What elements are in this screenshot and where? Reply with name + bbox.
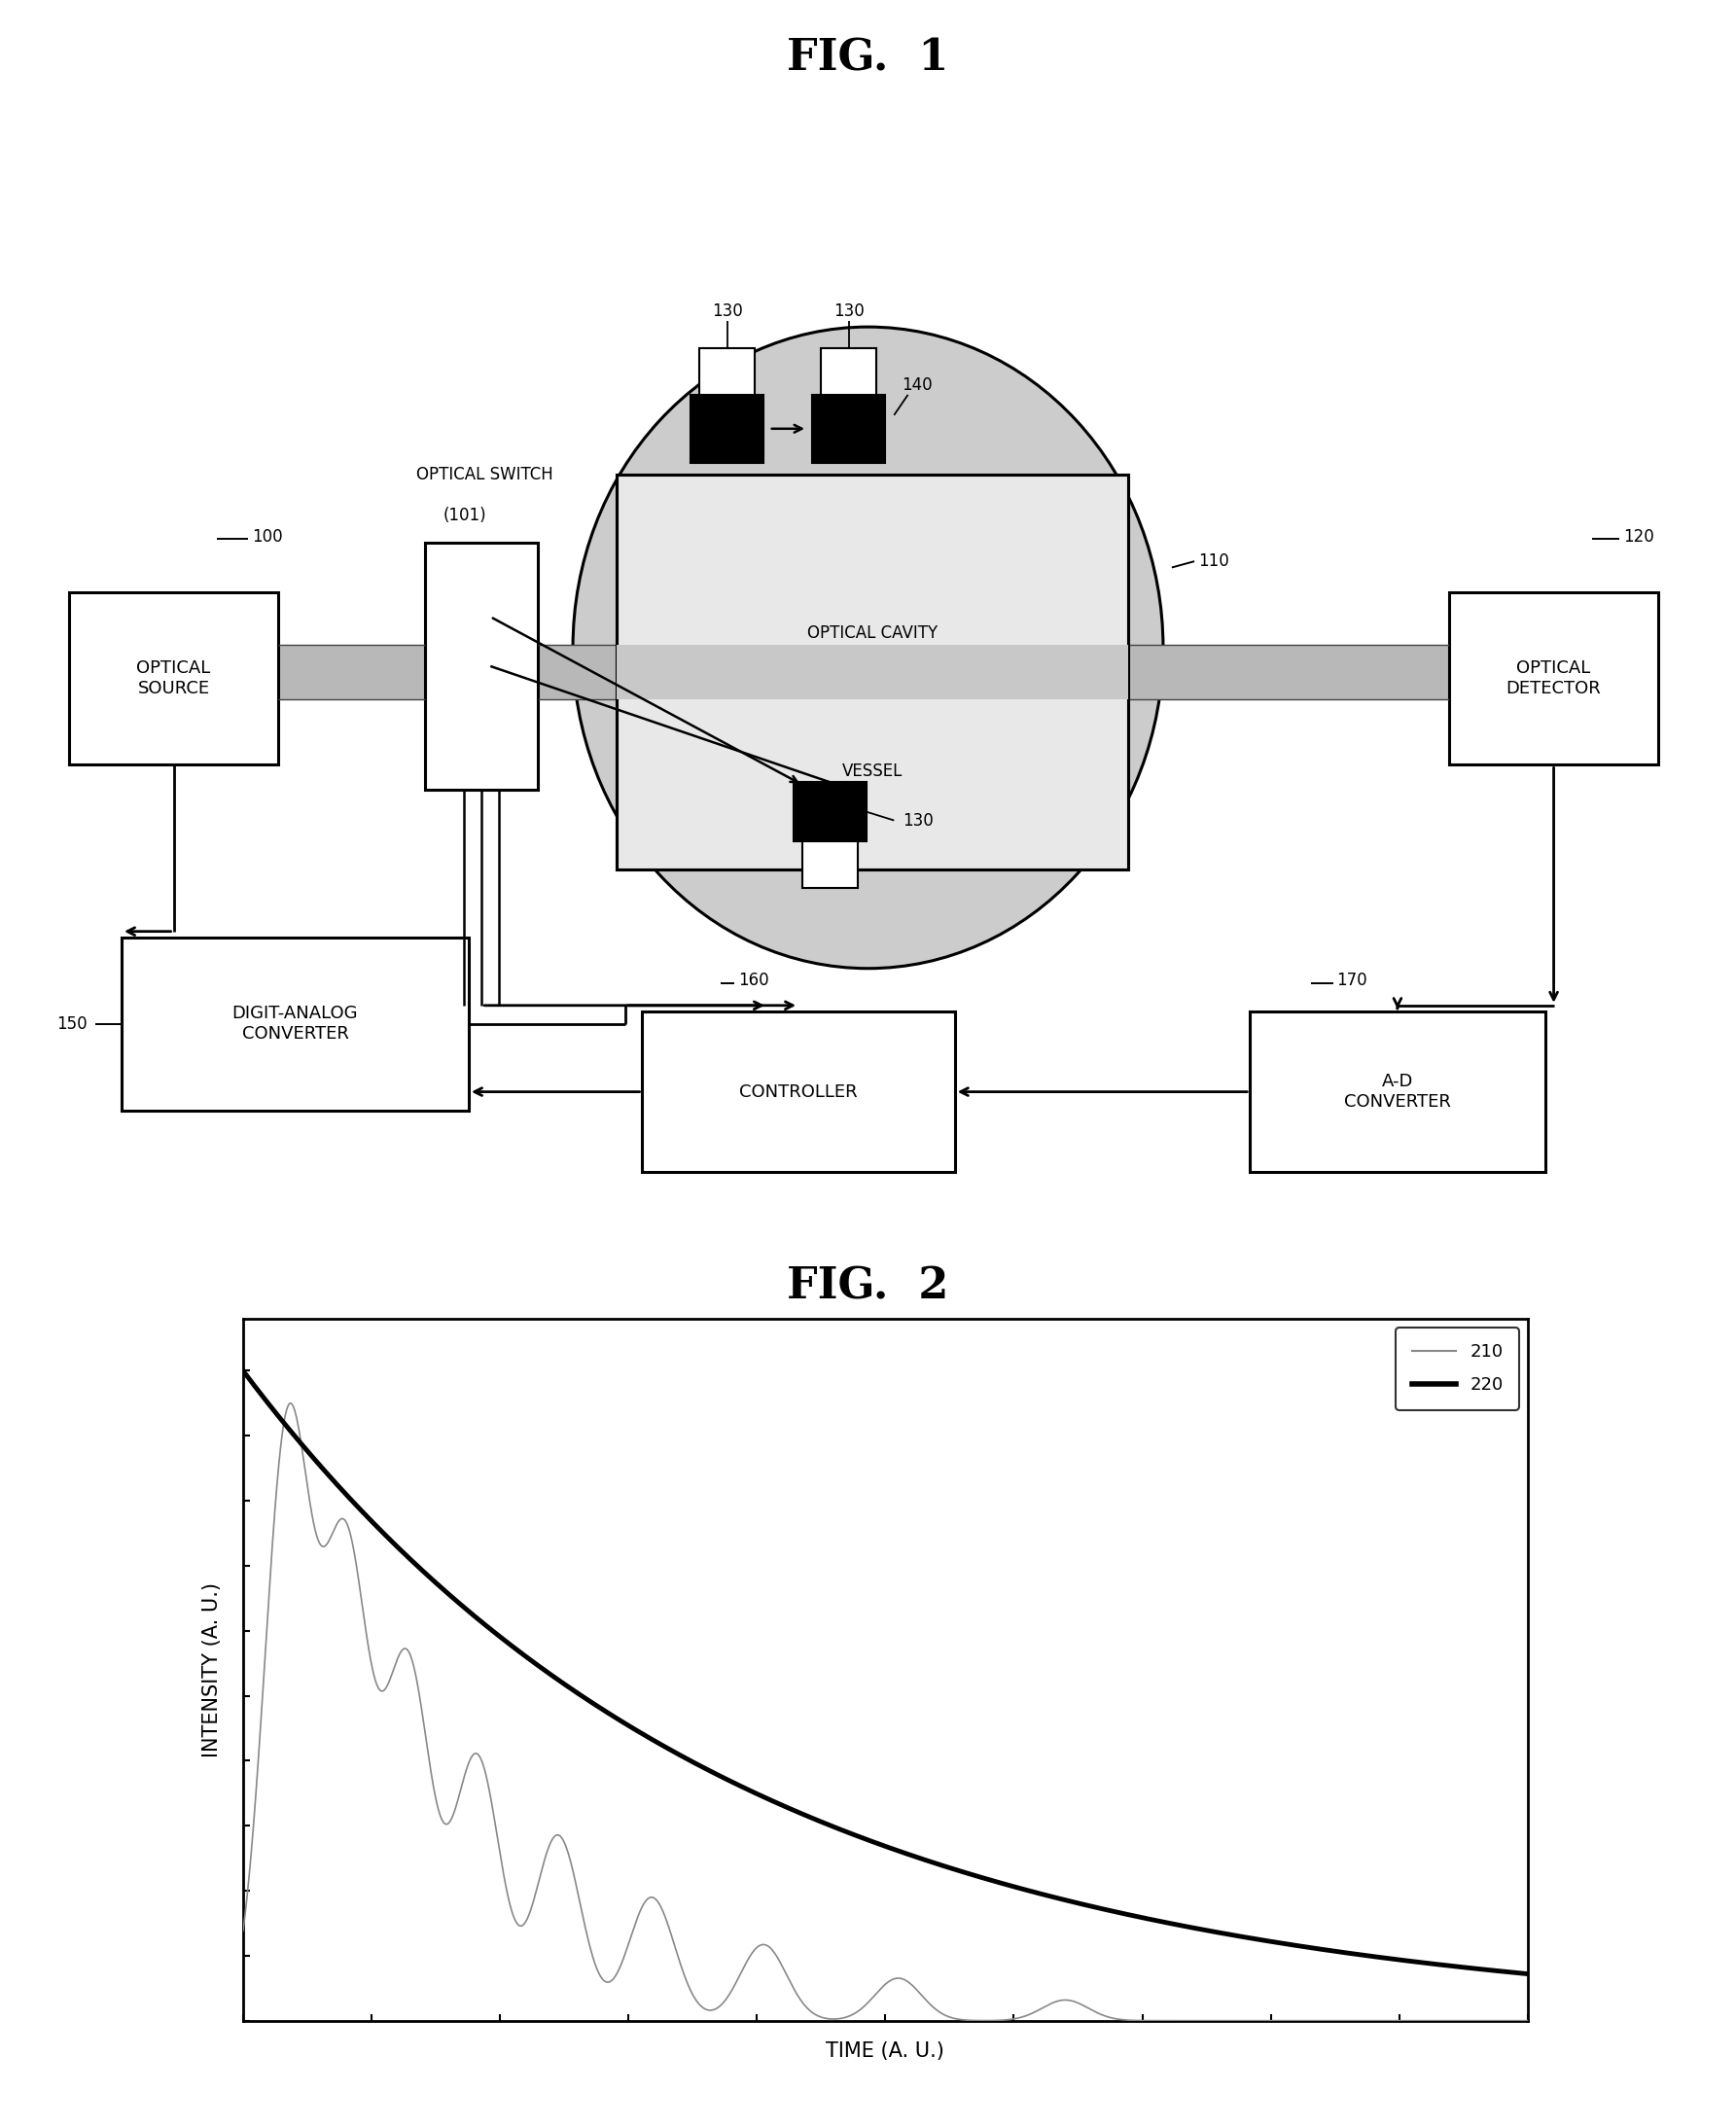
Text: 130: 130 [712,302,743,319]
Text: 170: 170 [1337,972,1368,989]
Text: CONTROLLER: CONTROLLER [740,1083,858,1100]
Text: 130: 130 [833,302,865,319]
Text: 100: 100 [252,527,283,545]
Text: 140: 140 [901,376,932,393]
Bar [642,1012,955,1172]
Bar [425,542,538,789]
Bar [616,644,1128,700]
Text: 120: 120 [1623,527,1654,545]
Text: 110: 110 [1198,553,1229,570]
Bar [616,474,1128,870]
Text: FIG.  2: FIG. 2 [786,1266,950,1308]
Bar [821,349,877,396]
Bar [538,644,616,700]
Bar [1128,644,1450,700]
Text: OPTICAL
SOURCE: OPTICAL SOURCE [137,659,210,698]
Bar [812,396,885,464]
Text: VESSEL: VESSEL [842,761,903,781]
Bar [700,349,755,396]
Text: OPTICAL CAVITY: OPTICAL CAVITY [807,623,937,642]
X-axis label: TIME (A. U.): TIME (A. U.) [826,2042,944,2061]
Ellipse shape [573,328,1163,968]
Y-axis label: INTENSITY (A. U.): INTENSITY (A. U.) [203,1582,222,1757]
Bar [793,783,866,842]
Text: 150: 150 [56,1015,87,1034]
Bar [278,644,425,700]
Text: A-D
CONVERTER: A-D CONVERTER [1344,1072,1451,1110]
Bar [802,842,858,889]
Bar [122,938,469,1110]
Bar [69,591,278,766]
Bar [691,396,764,464]
Bar [616,474,1128,870]
Text: 130: 130 [903,813,934,830]
Legend: 210, 220: 210, 220 [1396,1327,1519,1410]
Text: DIGIT-ANALOG
CONVERTER: DIGIT-ANALOG CONVERTER [233,1006,358,1042]
Text: OPTICAL
DETECTOR: OPTICAL DETECTOR [1507,659,1601,698]
Text: 160: 160 [738,972,769,989]
Text: OPTICAL SWITCH: OPTICAL SWITCH [417,466,554,483]
Text: FIG.  1: FIG. 1 [786,36,950,79]
Text: (101): (101) [443,506,486,525]
Bar [1250,1012,1545,1172]
Bar [1450,591,1658,766]
